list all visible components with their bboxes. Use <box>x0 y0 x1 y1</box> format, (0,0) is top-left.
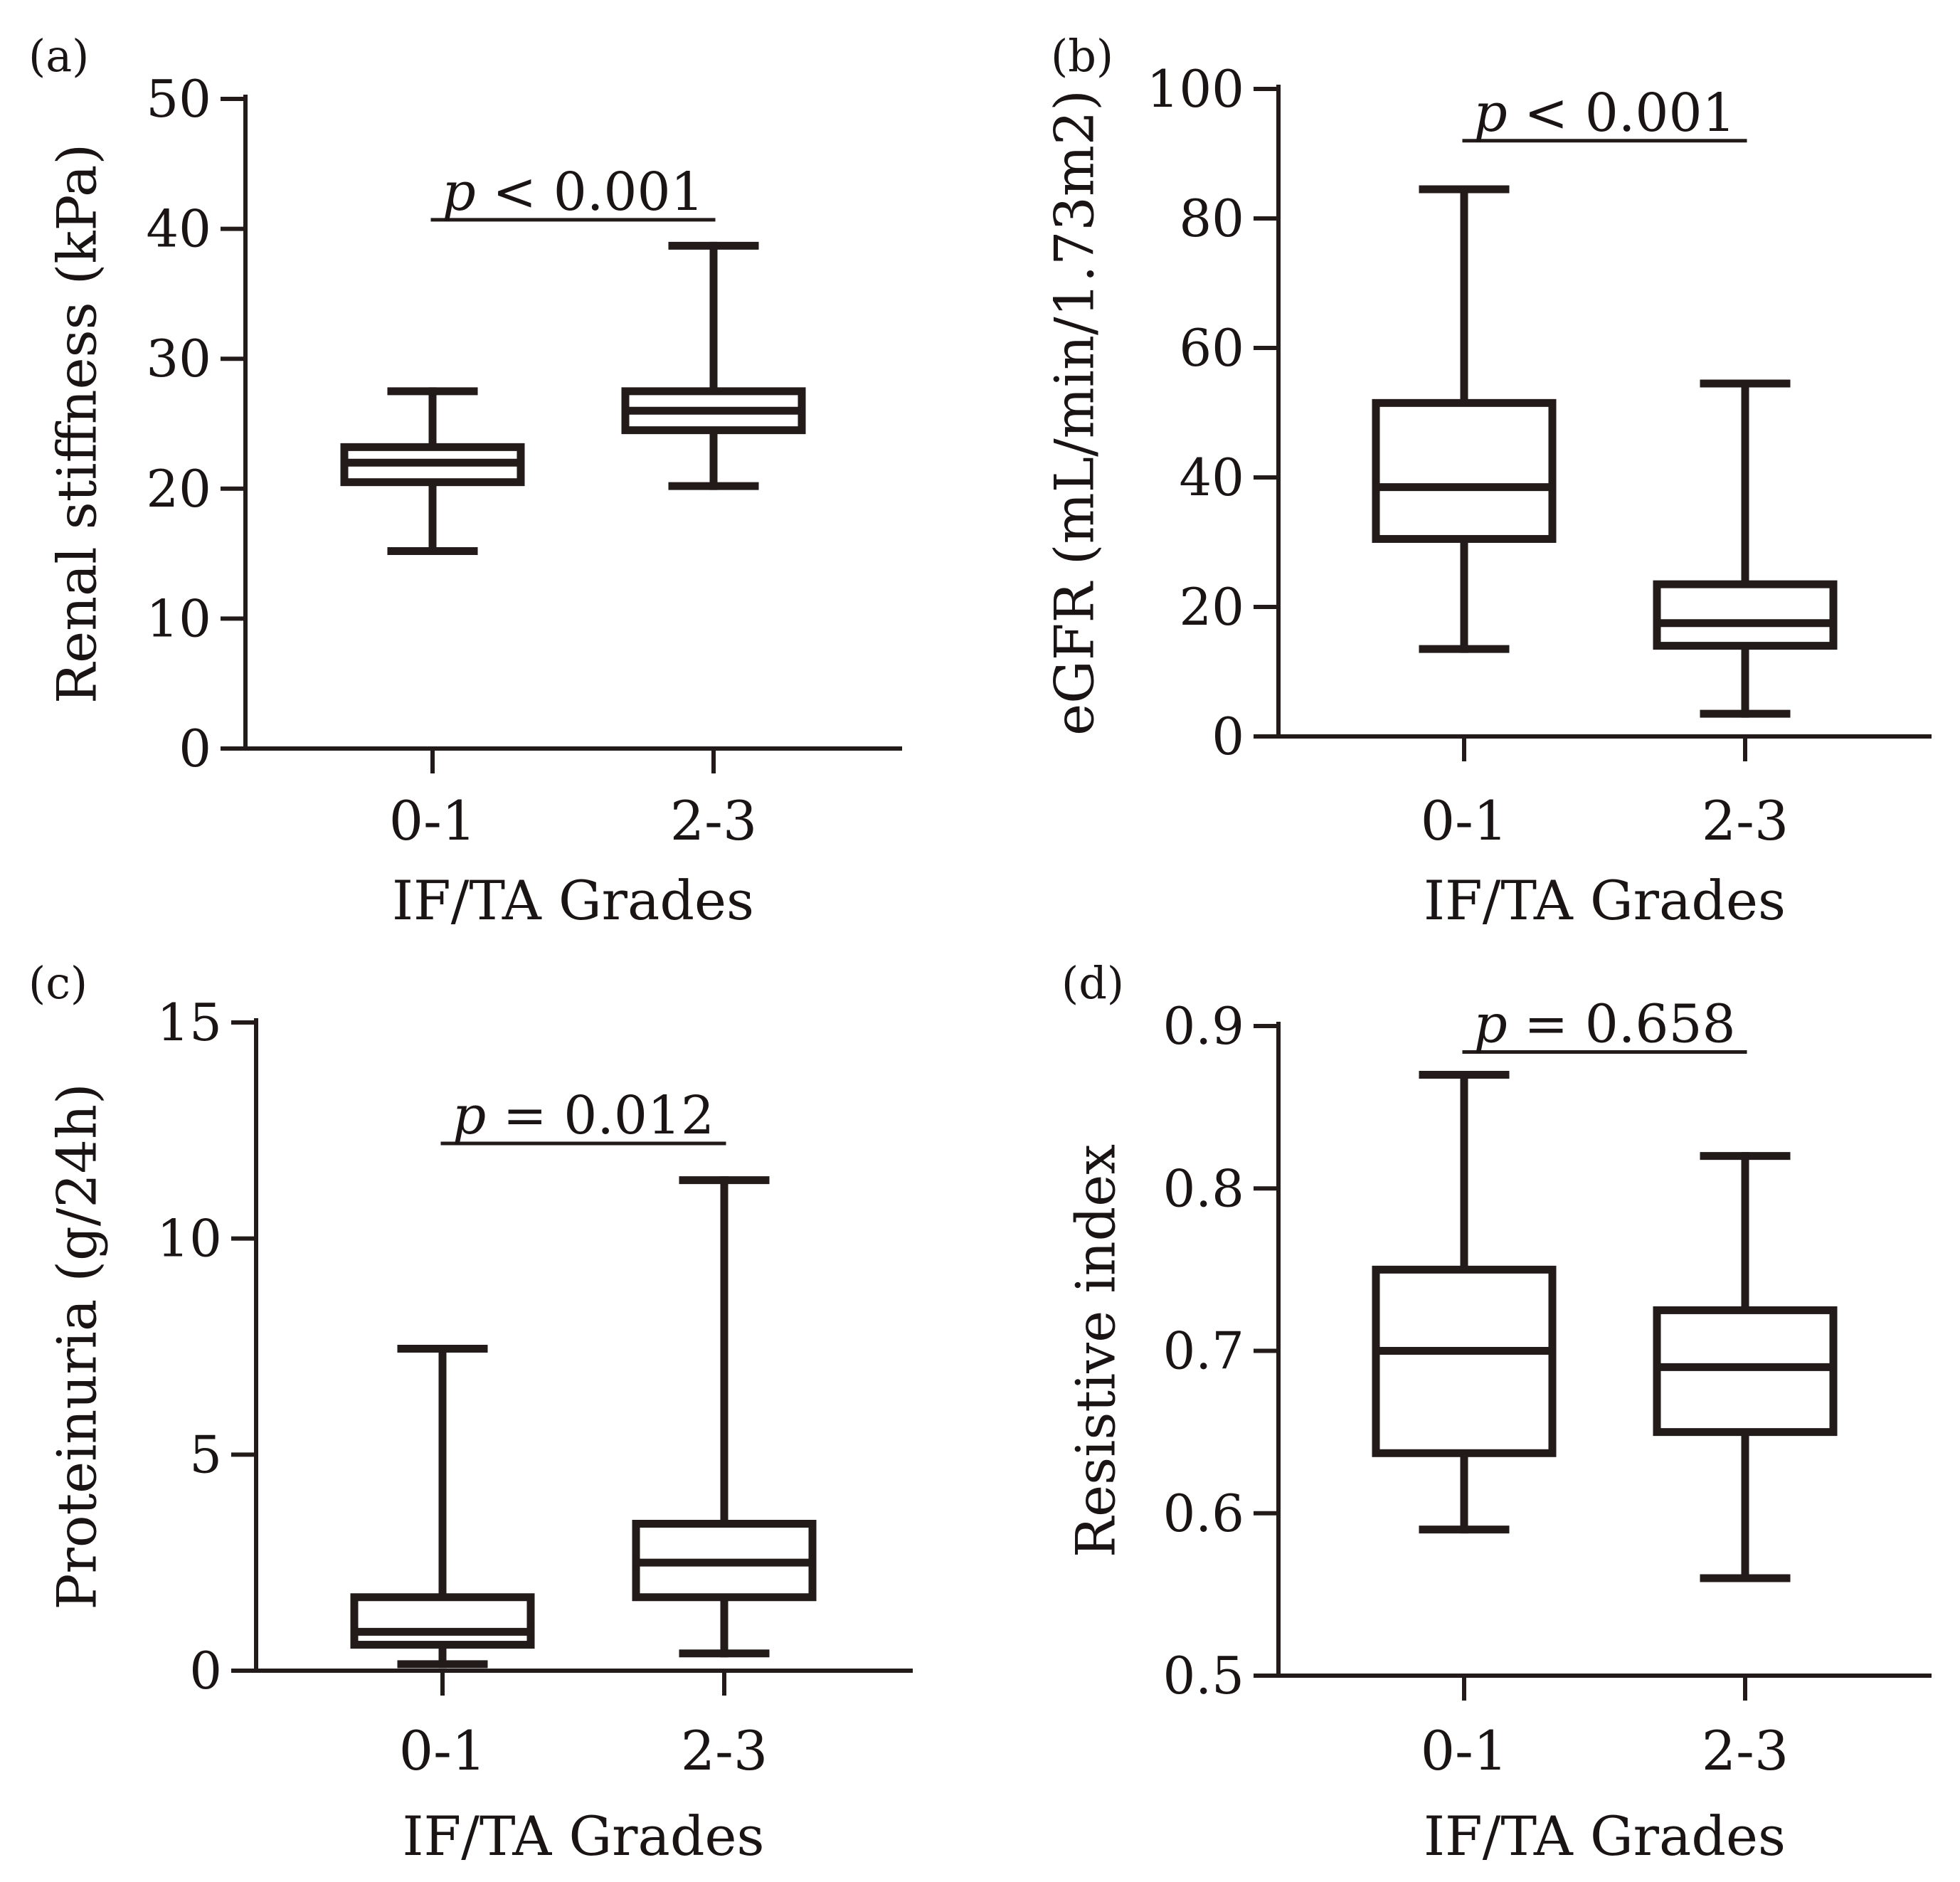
y-axis-title: eGFR (mL/min/1.73m2) <box>1043 90 1106 736</box>
box-2-3 <box>632 1176 817 1658</box>
y-tick-label: 30 <box>146 329 211 388</box>
p-value-text: = 0.012 <box>486 1085 714 1146</box>
y-tick-label: 15 <box>157 993 222 1052</box>
p-symbol: p <box>442 162 475 223</box>
box-iqr <box>1372 398 1557 543</box>
y-tick-label: 0.6 <box>1162 1484 1244 1543</box>
panel-label: (a) <box>28 30 89 82</box>
box-2-3 <box>1653 379 1838 718</box>
box-2-3 <box>621 241 806 490</box>
y-tick-label: 60 <box>1179 318 1244 378</box>
x-tick-label: 0-1 <box>1421 789 1508 852</box>
panel-label: (d) <box>1061 957 1124 1009</box>
panel-c: (c) 0 5 10 15 Proteinuria (g/24h) 0-1 2-3 IF/TA … <box>28 957 913 1868</box>
x-tick-label: 2-3 <box>670 789 757 852</box>
panel-b: (b) 0 20 40 60 80 100 eGFR (mL/min/1.73m2) 0-1 2-… <box>1043 30 1932 932</box>
y-tick-label: 5 <box>189 1424 222 1484</box>
panel-a: (a) 0 10 20 30 40 50 Renal stiffness (kPa) 0-1 2-… <box>28 30 902 932</box>
p-symbol: p <box>1473 83 1507 144</box>
y-tick-label: 10 <box>146 588 211 648</box>
p-value-text: < 0.001 <box>1508 83 1736 144</box>
x-axis-title: IF/TA Grades <box>1424 869 1786 932</box>
p-symbol: p <box>452 1085 486 1146</box>
x-tick-label: 0-1 <box>399 1719 486 1782</box>
y-tick-label: 0.5 <box>1162 1646 1244 1706</box>
y-tick-label: 20 <box>146 459 211 519</box>
p-value-label: p < 0.001 <box>442 162 704 223</box>
box-0-1 <box>350 1345 535 1669</box>
y-tick-label: 10 <box>157 1209 222 1269</box>
p-value-text: = 0.658 <box>1508 994 1736 1055</box>
panel-label: (b) <box>1051 30 1113 82</box>
x-axis-title: IF/TA Grades <box>1424 1804 1786 1868</box>
box-0-1 <box>340 387 525 555</box>
y-tick-label: 20 <box>1179 577 1244 637</box>
y-tick-label: 0.8 <box>1162 1158 1244 1218</box>
p-value-label: p = 0.012 <box>452 1085 714 1146</box>
y-tick-label: 40 <box>1179 448 1244 507</box>
panel-label: (c) <box>28 957 88 1009</box>
y-tick-label: 80 <box>1179 189 1244 248</box>
box-0-1 <box>1372 1070 1557 1534</box>
y-tick-label: 100 <box>1147 59 1244 119</box>
box-iqr <box>1653 1306 1838 1437</box>
y-tick-label: 0 <box>1212 707 1244 766</box>
y-axis-title: Proteinuria (g/24h) <box>46 1083 109 1609</box>
x-axis-title: IF/TA Grades <box>392 869 754 932</box>
y-tick-label: 0.9 <box>1162 996 1244 1056</box>
p-value-label: p = 0.658 <box>1473 994 1735 1055</box>
y-tick-label: 0 <box>189 1641 222 1701</box>
x-tick-label: 0-1 <box>1421 1719 1508 1782</box>
p-value-text: < 0.001 <box>476 162 704 223</box>
x-tick-label: 0-1 <box>389 789 476 852</box>
panel-d: (d) 0.5 0.6 0.7 0.8 0.9 Resistive index 0-1 2-3 I… <box>1061 957 1932 1868</box>
p-symbol: p <box>1473 994 1507 1055</box>
y-tick-label: 0.7 <box>1162 1321 1244 1381</box>
x-axis-title: IF/TA Grades <box>403 1804 765 1868</box>
y-tick-label: 0 <box>179 719 211 778</box>
p-value-label: p < 0.001 <box>1473 83 1735 144</box>
y-tick-label: 40 <box>146 199 211 259</box>
box-2-3 <box>1653 1152 1838 1582</box>
x-tick-label: 2-3 <box>1702 1719 1789 1782</box>
box-iqr <box>350 1593 535 1649</box>
box-iqr <box>1372 1265 1557 1457</box>
y-axis-title: Renal stiffness (kPa) <box>46 144 109 704</box>
box-iqr <box>1653 580 1838 650</box>
y-tick-label: 50 <box>146 69 211 129</box>
x-tick-label: 2-3 <box>681 1719 768 1782</box>
y-axis-title: Resistive index <box>1064 1144 1128 1558</box>
box-0-1 <box>1372 185 1557 653</box>
x-tick-label: 2-3 <box>1702 789 1789 852</box>
